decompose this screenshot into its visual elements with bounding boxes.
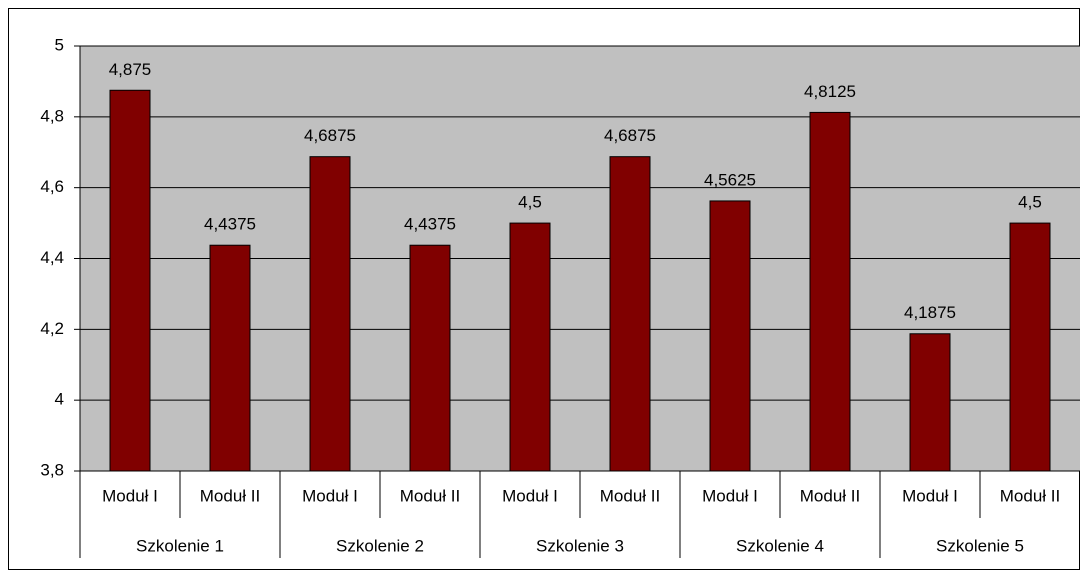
data-label: 4,5 <box>1018 193 1042 212</box>
y-tick-label: 4 <box>55 390 64 409</box>
x-tick-label: Moduł II <box>800 486 860 505</box>
data-label: 4,4375 <box>204 215 256 234</box>
x-tick-label: Moduł II <box>600 486 660 505</box>
group-label: Szkolenie 4 <box>736 536 824 555</box>
x-tick-label: Moduł I <box>502 486 558 505</box>
group-label: Szkolenie 1 <box>136 536 224 555</box>
bar <box>1009 222 1051 472</box>
y-tick-label: 3,8 <box>40 460 64 479</box>
bar <box>309 156 351 472</box>
bar <box>709 200 751 472</box>
bar <box>509 222 551 472</box>
bar <box>609 156 651 472</box>
x-tick-label: Moduł I <box>302 486 358 505</box>
data-label: 4,6875 <box>304 126 356 145</box>
x-tick-label: Moduł I <box>102 486 158 505</box>
x-tick-label: Moduł I <box>702 486 758 505</box>
x-tick-label: Moduł II <box>200 486 260 505</box>
data-label: 4,6875 <box>604 126 656 145</box>
y-tick-label: 4,6 <box>40 177 64 196</box>
bar <box>109 89 151 472</box>
group-label: Szkolenie 2 <box>336 536 424 555</box>
y-tick-label: 4,8 <box>40 106 64 125</box>
y-tick-label: 5 <box>55 35 64 54</box>
data-label: 4,875 <box>109 60 152 79</box>
x-tick-label: Moduł II <box>1000 486 1060 505</box>
bar <box>809 111 851 472</box>
data-label: 4,5 <box>518 193 542 212</box>
y-tick-label: 4,2 <box>40 319 64 338</box>
group-label: Szkolenie 5 <box>936 536 1024 555</box>
group-label: Szkolenie 3 <box>536 536 624 555</box>
bar <box>909 333 951 472</box>
data-label: 4,1875 <box>904 303 956 322</box>
data-label: 4,4375 <box>404 215 456 234</box>
x-tick-label: Moduł I <box>902 486 958 505</box>
x-tick-label: Moduł II <box>400 486 460 505</box>
y-tick-label: 4,4 <box>40 248 64 267</box>
bar <box>409 244 451 472</box>
data-label: 4,8125 <box>804 82 856 101</box>
data-label: 4,5625 <box>704 170 756 189</box>
bar <box>209 244 251 472</box>
